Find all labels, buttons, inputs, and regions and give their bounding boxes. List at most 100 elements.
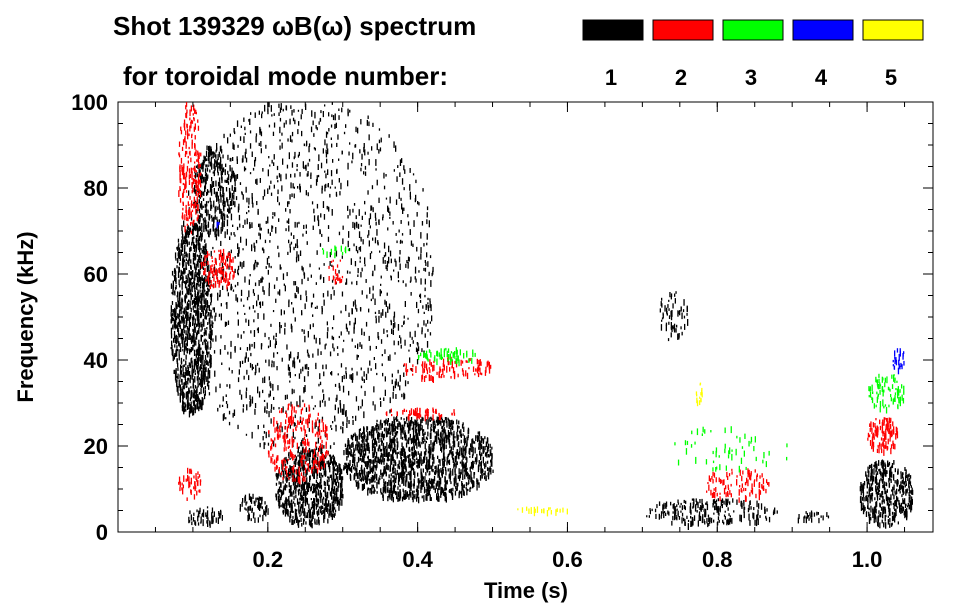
spectrum-mark-mode-1 [288,152,290,160]
spectrum-mark-mode-1 [188,259,190,266]
spectrum-mark-mode-1 [236,156,238,161]
spectrum-mark-mode-1 [316,457,319,461]
spectrum-mark-mode-1 [276,165,279,171]
spectrum-mark-mode-1 [429,332,432,336]
spectrum-mark-mode-1 [198,216,200,220]
spectrum-mark-mode-1 [222,154,224,159]
spectrum-mark-mode-1 [355,481,358,487]
spectrum-mark-mode-1 [270,180,272,184]
spectrum-mark-mode-1 [470,476,472,483]
spectrum-mark-mode-1 [461,481,463,486]
spectrum-mark-mode-1 [290,466,293,473]
spectrum-mark-mode-1 [451,451,453,455]
spectrum-mark-mode-1 [289,135,292,142]
spectrum-mark-mode-1 [334,507,336,510]
spectrum-mark-mode-1 [303,475,305,479]
spectrum-mark-mode-1 [193,284,196,290]
spectrum-mark-mode-1 [311,501,313,509]
spectrum-mark-mode-1 [346,444,349,449]
spectrum-mark-mode-1 [177,300,179,307]
spectrum-mark-mode-1 [387,453,389,460]
spectrum-mark-mode-1 [318,498,320,502]
spectrum-mark-mode-1 [197,239,200,246]
spectrum-mark-mode-1 [251,244,253,252]
spectrum-mark-mode-1 [182,348,184,352]
spectrum-mark-mode-1 [364,461,367,466]
spectrum-mark-mode-1 [288,372,290,376]
spectrum-mark-mode-1 [466,443,468,448]
spectrum-mark-mode-1 [353,474,355,481]
spectrum-mark-mode-1 [243,304,245,307]
spectrum-mark-mode-1 [225,394,227,397]
spectrum-mark-mode-1 [182,233,184,240]
spectrum-mark-mode-1 [218,513,220,516]
spectrum-mark-mode-1 [363,438,365,445]
spectrum-mark-mode-1 [212,338,214,342]
spectrum-mark-mode-1 [261,496,263,502]
spectrum-mark-mode-1 [427,302,429,305]
spectrum-mark-mode-1 [336,346,339,349]
spectrum-mark-mode-1 [332,513,334,518]
spectrum-mark-mode-1 [374,456,376,462]
spectrum-mark-mode-1 [183,384,185,390]
spectrum-mark-mode-1 [178,379,180,386]
spectrum-mark-mode-1 [194,407,196,411]
spectrum-mark-mode-1 [391,443,393,449]
spectrum-mark-mode-1 [400,461,402,466]
spectrum-mark-mode-1 [448,436,450,443]
spectrum-mark-mode-1 [480,440,482,445]
spectrum-mark-mode-1 [300,489,302,494]
spectrum-mark-mode-1 [304,364,306,370]
spectrum-mark-mode-1 [460,472,462,475]
spectrum-mark-mode-1 [210,188,212,193]
spectrum-mark-mode-1 [260,502,262,509]
spectrum-mark-mode-1 [360,367,362,371]
spectrum-mark-mode-1 [198,269,200,276]
spectrum-mark-mode-1 [229,236,231,240]
spectrum-mark-mode-1 [289,380,291,383]
spectrum-mark-mode-1 [420,451,422,457]
spectrum-mark-mode-1 [424,455,426,461]
spectrum-mark-mode-1 [366,294,368,299]
spectrum-mark-mode-1 [285,173,287,180]
spectrum-mark-mode-1 [341,150,343,155]
spectrum-mark-mode-1 [456,419,458,425]
spectrum-mark-mode-1 [383,449,386,453]
spectrum-mark-mode-1 [440,448,442,451]
spectrum-mark-mode-1 [427,483,429,490]
spectrum-mark-mode-1 [198,325,200,329]
spectrum-mark-mode-1 [185,330,187,336]
spectrum-mark-mode-1 [202,284,204,290]
spectrum-mark-mode-1 [182,334,184,341]
spectrum-mark-mode-1 [209,149,211,153]
spectrum-mark-mode-1 [311,450,313,453]
spectrum-mark-mode-1 [193,392,195,396]
spectrum-mark-mode-1 [458,468,460,475]
spectrum-mark-mode-1 [383,328,385,334]
spectrum-mark-mode-1 [215,517,217,523]
spectrum-mark-mode-1 [204,209,207,213]
spectrum-mark-mode-1 [366,475,368,480]
spectrum-mark-mode-1 [265,359,267,363]
spectrum-mark-mode-1 [206,191,208,196]
spectrum-mark-mode-1 [311,483,314,486]
spectrum-mark-mode-1 [347,215,349,219]
spectrum-mark-mode-1 [329,503,331,508]
spectrum-mark-mode-1 [405,480,407,487]
spectrum-mark-mode-1 [190,386,192,389]
spectrum-mark-mode-1 [337,485,339,492]
spectrum-mark-mode-1 [354,317,356,325]
spectrum-mark-mode-1 [270,383,272,389]
spectrum-mark-mode-1 [438,495,440,502]
spectrum-mark-mode-1 [379,421,381,424]
spectrum-mark-mode-1 [360,163,363,167]
spectrum-mark-mode-1 [284,501,287,504]
spectrum-mark-mode-1 [210,335,212,341]
spectrum-mark-mode-1 [484,436,486,440]
spectrum-mark-mode-1 [386,292,388,296]
spectrum-mark-mode-1 [397,441,399,448]
spectrum-mark-mode-1 [306,477,308,484]
spectrum-mark-mode-1 [269,390,271,397]
spectrum-mark-mode-1 [433,442,435,450]
spectrum-mark-mode-1 [308,512,310,519]
